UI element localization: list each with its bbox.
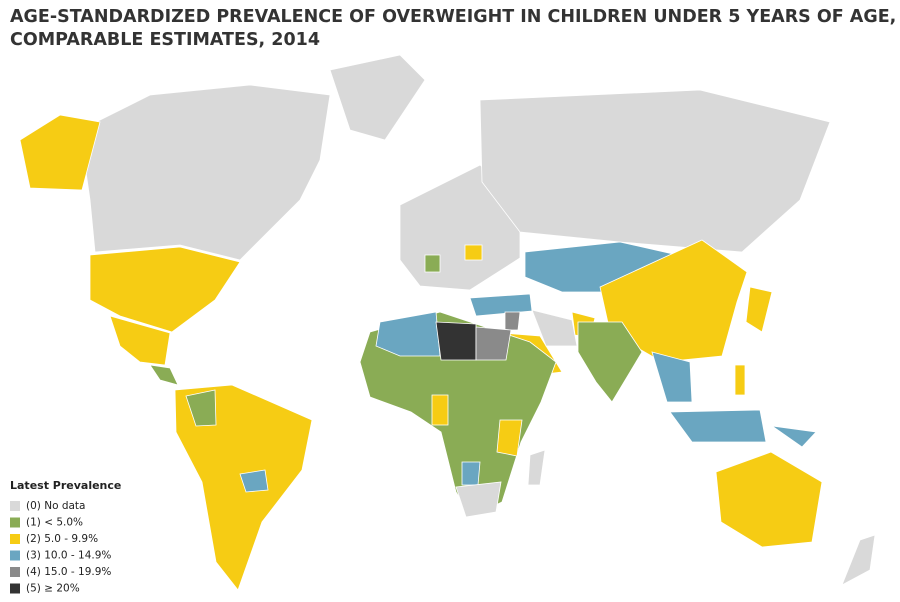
country-region [424,254,441,273]
legend-label: (5) ≥ 20% [26,583,80,595]
country-region [651,351,693,403]
legend-swatch [10,501,20,511]
country-region [734,364,746,396]
country-region [771,425,817,448]
legend-title: Latest Prevalence [10,479,121,492]
country-region [174,384,313,591]
country-region [185,389,217,427]
country-region [745,286,773,333]
country-region [464,244,483,261]
legend-swatch [10,534,20,544]
country-region [19,114,101,191]
legend-swatch [10,567,20,577]
country-region [841,534,876,586]
country-region [527,449,546,486]
country-region [431,394,449,426]
legend-label: (3) 10.0 - 14.9% [26,550,111,562]
country-region [475,326,512,361]
country-region [504,311,521,331]
country-region [239,469,269,493]
regions [19,54,876,591]
country-region [469,293,533,317]
title-line: COMPARABLE ESTIMATES, 2014 [10,30,320,50]
country-region [109,315,171,366]
country-region [461,461,481,486]
country-region [577,321,643,403]
country-region [479,89,831,253]
country-region [435,321,477,361]
legend-label: (1) < 5.0% [26,517,83,529]
country-region [375,311,441,357]
country-region [669,409,767,443]
legend-swatch [10,550,20,561]
country-region [715,451,823,548]
legend-label: (0) No data [26,500,85,512]
country-region [531,309,578,347]
legend-swatch [10,583,20,594]
country-region [149,364,179,386]
country-region [329,54,426,141]
legend: (0) No data (1) < 5.0% (2) 5.0 - 9.9% (3) 1… [10,500,111,595]
legend-label: (4) 15.0 - 19.9% [26,566,111,578]
legend-swatch [10,517,20,528]
title-line: AGE-STANDARDIZED PREVALENCE OF OVERWEIGH… [10,7,896,27]
country-region [89,246,241,333]
legend-label: (2) 5.0 - 9.9% [26,533,98,545]
country-region [79,84,331,261]
country-region [496,419,523,457]
country-region [455,481,502,518]
